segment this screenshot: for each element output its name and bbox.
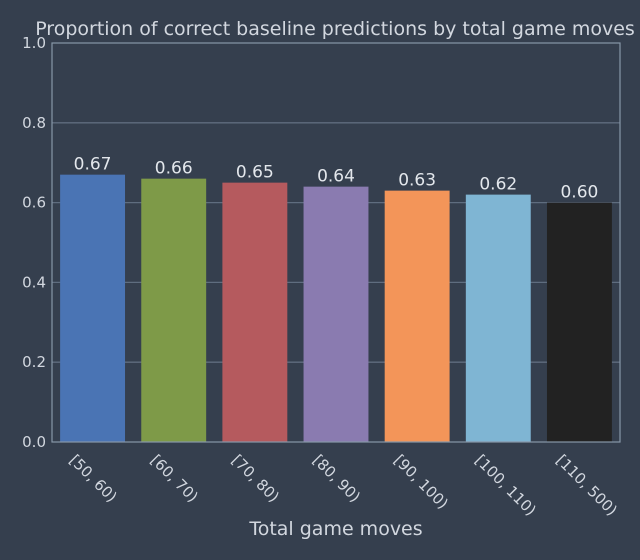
bar-value-label: 0.65 <box>236 163 274 183</box>
bar-value-label: 0.66 <box>155 159 193 179</box>
bar <box>141 178 207 442</box>
bar <box>222 182 288 442</box>
y-tick-label: 0.0 <box>22 433 46 451</box>
y-tick-label: 0.4 <box>22 273 46 291</box>
y-axis-ticks: 0.0 0.2 0.4 0.6 0.8 1.0 <box>22 34 46 451</box>
bar <box>384 190 450 442</box>
chart-title: Proportion of correct baseline predictio… <box>35 18 635 40</box>
bars: 0.67 0.66 0.65 0.64 0.63 0.62 0.60 <box>60 155 612 443</box>
x-tick-label: [50, 60) <box>66 451 121 506</box>
y-tick-label: 0.2 <box>22 353 46 371</box>
x-tick-label: [80, 90) <box>309 451 364 506</box>
x-tick-label: [70, 80) <box>228 451 283 506</box>
x-axis-title: Total game moves <box>248 518 422 540</box>
bar-value-label: 0.62 <box>479 175 517 195</box>
bar <box>303 186 369 442</box>
y-tick-label: 1.0 <box>22 34 46 52</box>
plot-frame <box>51 42 621 443</box>
x-tick-label: [90, 100) <box>390 451 451 512</box>
bar-value-label: 0.67 <box>74 155 112 175</box>
y-tick-label: 0.6 <box>22 194 46 212</box>
y-tick-label: 0.8 <box>22 114 46 132</box>
bar <box>546 202 612 442</box>
bar-value-label: 0.64 <box>317 167 355 187</box>
x-tick-label: [100, 110) <box>471 451 539 519</box>
bar-value-label: 0.63 <box>398 171 436 191</box>
x-axis-ticks: [50, 60) [60, 70) [70, 80) [80, 90) [90, 100… <box>66 451 621 519</box>
bar <box>465 194 531 442</box>
bar <box>60 174 126 443</box>
bar-value-label: 0.60 <box>560 183 598 203</box>
x-tick-label: [60, 70) <box>147 451 202 506</box>
x-tick-label: [110, 500) <box>553 451 621 519</box>
